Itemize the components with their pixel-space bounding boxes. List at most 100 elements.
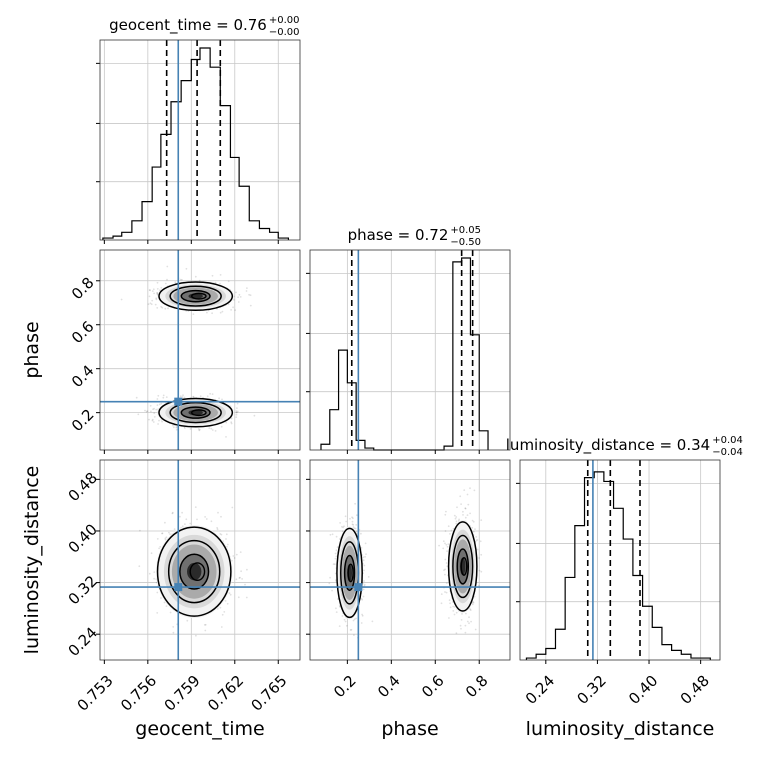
contour-line: [158, 281, 234, 312]
x-tick-label: 0.765: [248, 672, 291, 715]
sample-point: [445, 510, 447, 513]
sample-point: [166, 278, 168, 281]
contour-line: [158, 397, 234, 428]
sample-point: [472, 601, 475, 604]
sample-point: [173, 528, 176, 530]
sample-point: [153, 292, 156, 295]
x-tick-label: 0.6: [418, 672, 448, 702]
sample-point: [253, 414, 256, 417]
truth-marker: [174, 397, 183, 406]
histogram-step: [102, 47, 290, 240]
sample-point: [476, 539, 479, 541]
sample-point: [342, 526, 344, 529]
sample-point: [449, 533, 451, 535]
sample-point: [156, 398, 159, 400]
sample-point: [137, 413, 140, 416]
x-axis-label: luminosity_distance: [526, 718, 715, 740]
sample-point: [469, 608, 472, 611]
sample-point: [204, 516, 207, 518]
sample-point: [466, 620, 469, 623]
sample-point: [220, 425, 223, 428]
sample-point: [352, 524, 355, 526]
sample-point: [468, 622, 470, 625]
sample-point: [468, 616, 470, 619]
sample-point: [471, 603, 474, 606]
sample-point: [479, 540, 482, 543]
sample-point: [353, 618, 356, 621]
sample-point: [351, 523, 354, 526]
sample-point: [328, 582, 331, 585]
sample-point: [219, 606, 222, 609]
sample-point: [220, 515, 222, 518]
panel-title: luminosity_distance = 0.34: [506, 436, 710, 455]
sample-point: [183, 396, 186, 399]
sample-point: [338, 538, 341, 540]
panel-contents: [310, 460, 510, 660]
x-tick-label: 0.24: [522, 672, 558, 708]
sample-point: [360, 547, 363, 549]
sample-point: [249, 294, 252, 297]
sample-point: [448, 617, 450, 619]
sample-point: [445, 543, 448, 546]
sample-point: [453, 514, 456, 517]
contour-line: [452, 534, 474, 599]
sample-point: [245, 596, 248, 599]
sample-point: [245, 290, 248, 292]
contour-line: [460, 557, 468, 576]
sample-point: [361, 598, 364, 601]
sample-point: [236, 410, 239, 413]
panel-frame: [99, 39, 301, 241]
sample-point: [360, 622, 363, 624]
contour-line: [456, 548, 470, 585]
sample-point: [175, 426, 178, 428]
sample-point: [350, 628, 353, 631]
sample-point: [235, 553, 238, 556]
y-axis-phase: 0.2 0.4 0.6 0.8 phase: [21, 274, 100, 435]
sample-point: [447, 543, 450, 545]
sample-point: [355, 514, 358, 517]
sample-point: [231, 506, 234, 509]
sample-point: [157, 394, 160, 397]
sample-point: [225, 533, 228, 536]
sample-point: [164, 282, 167, 285]
sample-point: [204, 623, 207, 626]
sample-point: [236, 407, 238, 409]
sample-point: [452, 610, 455, 612]
sample-point: [361, 613, 363, 616]
sample-point: [149, 289, 152, 292]
x-tick-label: 0.762: [204, 672, 247, 715]
sample-point: [473, 489, 476, 492]
sample-point: [475, 536, 478, 538]
sample-point: [194, 506, 197, 508]
sample-point: [460, 619, 463, 621]
contour-line: [169, 285, 222, 307]
sample-point: [186, 619, 189, 622]
sample-point: [335, 535, 338, 538]
sample-point: [352, 526, 355, 528]
contour-line: [180, 289, 211, 303]
sample-point: [221, 310, 224, 313]
x-tick-label: 0.8: [462, 672, 492, 702]
sample-point: [467, 503, 470, 506]
sample-point: [469, 609, 472, 611]
sample-point: [444, 542, 446, 545]
sample-point: [445, 582, 448, 584]
sample-point: [219, 533, 222, 535]
sample-point: [174, 281, 177, 284]
sample-point: [236, 411, 238, 414]
sample-point: [360, 532, 362, 535]
sample-point: [217, 511, 219, 514]
sample-point: [149, 302, 152, 305]
sample-point: [447, 525, 450, 528]
sample-point: [219, 311, 222, 314]
sample-point: [235, 410, 238, 412]
sample-point: [455, 520, 458, 523]
sample-point: [156, 292, 159, 294]
panel-frame: [309, 249, 511, 451]
sample-point: [216, 528, 219, 531]
y-axis-luminosity_distance: 0.24 0.32 0.40 0.48 luminosity_distance: [21, 466, 101, 660]
sample-point: [211, 393, 214, 395]
sample-point: [461, 613, 463, 615]
sample-point: [444, 568, 446, 571]
sample-point: [363, 580, 365, 582]
